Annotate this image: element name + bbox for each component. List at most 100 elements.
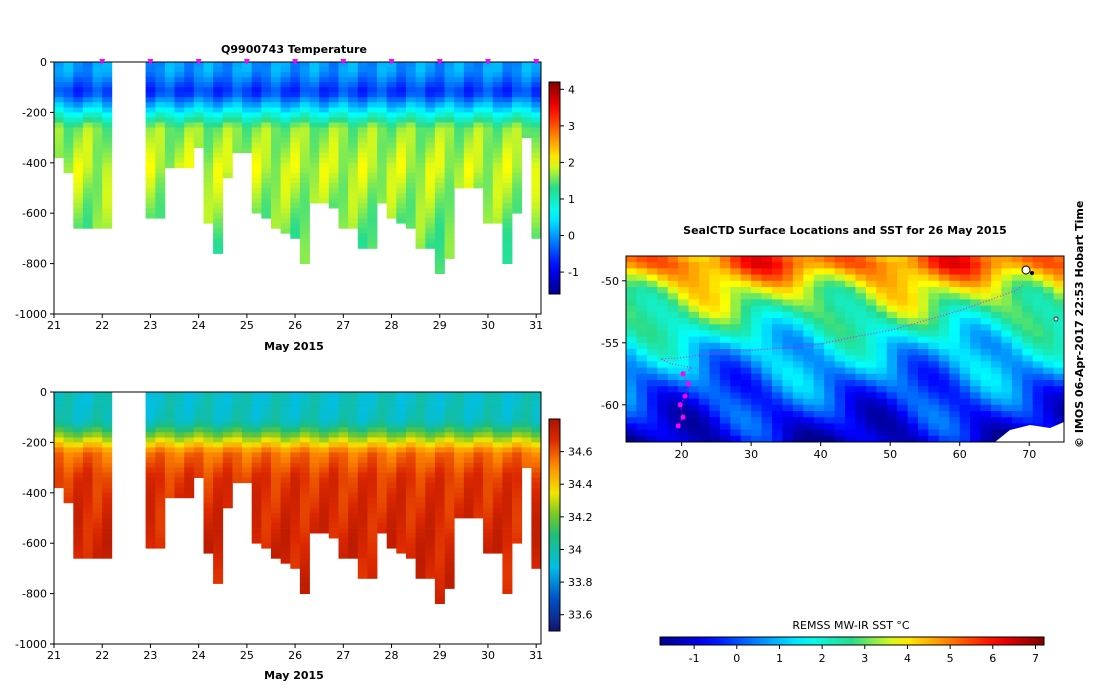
profile-cell	[145, 457, 156, 463]
profile-cell	[280, 402, 291, 408]
profile-cell	[232, 62, 243, 68]
sst-cell	[803, 305, 815, 313]
profile-cell	[102, 538, 113, 544]
profile-cell	[184, 117, 195, 123]
sst-cell	[938, 324, 950, 331]
profile-cell	[463, 172, 474, 179]
profile-cell	[386, 437, 397, 443]
profile-cell	[377, 183, 388, 189]
sst-cell	[970, 318, 981, 325]
profile-cell	[357, 152, 368, 159]
profile-cell	[386, 467, 397, 473]
sst-cell	[845, 293, 856, 300]
profile-cell	[203, 142, 214, 148]
profile-cell	[338, 467, 349, 473]
sst-cell	[824, 318, 835, 325]
sst-cell	[897, 423, 908, 431]
profile-cell	[174, 82, 185, 88]
profile-cell	[463, 513, 474, 519]
profile-cell	[367, 422, 378, 428]
profile-cell	[357, 218, 368, 224]
colorbar-tick-label: -1	[568, 266, 579, 279]
profile-cell	[425, 152, 436, 159]
profile-cell	[444, 507, 455, 514]
profile-cell	[328, 157, 339, 164]
profile-cell	[492, 92, 503, 98]
sst-cell	[751, 411, 762, 418]
sst-cell	[865, 404, 877, 412]
profile-cell	[232, 442, 243, 448]
profile-cell	[102, 167, 113, 174]
profile-cell	[425, 482, 436, 489]
profile-cell	[386, 482, 397, 489]
sst-cell	[1001, 392, 1013, 400]
profile-cell	[309, 462, 320, 468]
profile-cell	[512, 528, 523, 534]
profile-cell	[309, 77, 320, 83]
sst-cell	[928, 429, 940, 437]
sst-cell	[824, 342, 835, 350]
sst-cell	[918, 349, 929, 356]
profile-cell	[242, 72, 252, 78]
profile-cell	[531, 518, 542, 524]
sst-cell	[1032, 311, 1044, 319]
profile-cell	[425, 417, 436, 423]
profile-cell	[63, 92, 74, 98]
profile-cell	[434, 442, 445, 448]
sst-cell	[751, 404, 762, 412]
profile-cell	[328, 167, 339, 174]
profile-cell	[328, 392, 339, 398]
profile-cell	[222, 97, 233, 103]
profile-cell	[444, 397, 455, 403]
profile-cell	[338, 112, 349, 118]
sst-cell	[667, 423, 679, 431]
profile-cell	[483, 82, 494, 88]
sst-cell	[876, 429, 888, 437]
profile-cell	[280, 467, 291, 473]
sst-cell	[1053, 305, 1064, 313]
profile-cell	[299, 198, 310, 204]
profile-cell	[309, 412, 320, 418]
sst-cell	[667, 262, 679, 269]
sst-cell	[959, 287, 971, 294]
profile-cell	[367, 67, 378, 73]
profile-cell	[63, 72, 74, 78]
sst-cell	[959, 318, 971, 325]
sst-cell	[1043, 311, 1054, 319]
profile-cell	[463, 157, 474, 164]
profile-cell	[251, 147, 262, 154]
profile-cell	[73, 528, 84, 534]
profile-cell	[213, 442, 224, 448]
sst-cell	[824, 262, 835, 269]
sst-cell	[803, 262, 815, 269]
profile-cell	[145, 502, 156, 509]
profile-cell	[232, 92, 243, 98]
sst-cell	[845, 423, 856, 431]
profile-cell	[463, 502, 474, 509]
sst-cell	[845, 411, 856, 418]
profile-cell	[309, 162, 320, 169]
profile-cell	[92, 167, 103, 174]
profile-cell	[396, 492, 407, 499]
profile-cell	[319, 502, 330, 509]
profile-cell	[454, 487, 465, 494]
profile-cell	[155, 117, 166, 123]
profile-cell	[299, 523, 310, 529]
profile-cell	[271, 397, 281, 403]
profile-cell	[386, 167, 397, 174]
sst-cell	[876, 311, 888, 319]
profile-cell	[521, 442, 532, 448]
profile-cell	[396, 538, 407, 544]
profile-cell	[512, 183, 523, 189]
profile-cell	[454, 462, 465, 468]
profile-cell	[299, 177, 310, 184]
sst-cell	[803, 268, 815, 276]
profile-cell	[73, 533, 84, 539]
profile-cell	[73, 82, 84, 88]
profile-cell	[73, 62, 84, 68]
sst-cell	[751, 330, 762, 338]
profile-cell	[309, 152, 320, 159]
profile-cell	[338, 208, 349, 214]
profile-cell	[184, 457, 195, 463]
sst-cell	[751, 268, 762, 276]
